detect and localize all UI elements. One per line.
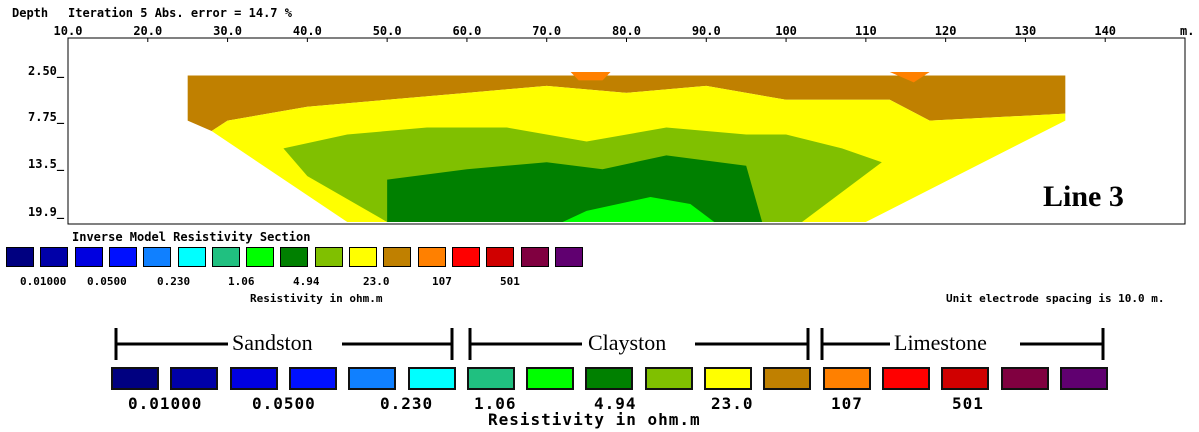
legend-value: 0.0500: [87, 275, 127, 288]
y-tick-label: 19.9_: [28, 205, 65, 219]
x-axis-unit: m.: [1180, 24, 1195, 38]
legend-swatch-large: [348, 367, 397, 390]
legend-swatch: [349, 247, 377, 267]
legend-swatch: [486, 247, 515, 267]
legend-value-large: 23.0: [711, 394, 754, 413]
legend-swatch: [520, 247, 549, 267]
x-tick-label: 120: [934, 24, 957, 38]
legend-value: 107: [432, 275, 452, 288]
legend-value: 501: [500, 275, 520, 288]
resistivity-patch: [889, 72, 930, 83]
x-tick-label: 140: [1094, 24, 1117, 38]
x-tick-label: 110: [855, 24, 877, 38]
legend-swatch: [314, 247, 343, 267]
x-tick-label: 40.0: [292, 24, 322, 38]
legend-swatch-large: [822, 367, 871, 390]
legend-bottom-unit: Resistivity in ohm.m: [488, 410, 701, 429]
x-tick-label: 80.0: [612, 24, 641, 38]
x-tick-label: 130: [1014, 24, 1037, 38]
group-label-limestone: Limestone: [894, 330, 987, 355]
x-tick-label: 50.0: [372, 24, 402, 38]
legend-swatch-large: [466, 367, 515, 390]
legend-title: Inverse Model Resistivity Section: [72, 230, 311, 244]
legend-swatch: [280, 247, 309, 267]
legend-swatch-large: [763, 367, 812, 390]
legend-value-large: 0.0500: [252, 394, 316, 413]
legend-swatch: [451, 247, 480, 267]
x-tick-label: 60.0: [452, 24, 482, 38]
legend-value: 0.230: [157, 275, 191, 288]
legend-swatch: [6, 247, 34, 267]
legend-swatch: [417, 247, 446, 267]
depth-label: Depth: [12, 6, 49, 20]
resistivity-patch: [570, 72, 611, 81]
legend-swatch-large: [229, 367, 278, 390]
x-tick-label: 100: [775, 24, 797, 38]
legend-top-unit: Resistivity in ohm.m: [250, 292, 383, 305]
legend-swatch: [177, 247, 206, 267]
legend-swatch-large: [881, 367, 930, 390]
legend-swatch-large: [585, 367, 634, 390]
legend-value: 0.01000: [20, 275, 67, 288]
resistivity-band: [187, 75, 1066, 132]
y-tick-label: 7.75_: [28, 110, 65, 124]
y-tick-label: 2.50_: [28, 64, 65, 78]
spacing-note: Unit electrode spacing is 10.0 m.: [946, 292, 1165, 305]
legend-swatch: [211, 247, 240, 267]
legend-swatch-large: [644, 367, 693, 390]
legend-swatch-large: [941, 367, 990, 390]
legend-swatch: [143, 247, 172, 267]
legend-value: 4.94: [293, 275, 320, 288]
legend-swatch: [383, 247, 412, 267]
legend-swatch-large: [288, 367, 337, 390]
legend-value-large: 501: [952, 394, 984, 413]
legend-swatch-large: [1000, 367, 1049, 390]
legend-swatch-large: [704, 367, 752, 390]
group-label-sandstone: Sandston: [232, 330, 313, 355]
legend-swatch: [554, 247, 583, 267]
legend-value-large: 0.01000: [128, 394, 203, 413]
x-tick-label: 10.0: [53, 24, 83, 38]
x-tick-label: 70.0: [532, 24, 562, 38]
legend-swatch-large: [170, 367, 219, 390]
legend-swatch: [108, 247, 137, 267]
legend-swatch: [74, 247, 103, 267]
iteration-label: Iteration 5 Abs. error = 14.7 %: [68, 6, 292, 20]
legend-value-large: 0.230: [380, 394, 434, 413]
legend-value-large: 4.94: [594, 394, 637, 413]
x-tick-label: 20.0: [133, 24, 163, 38]
resistivity-band: [562, 197, 715, 222]
legend-swatch-large: [407, 367, 456, 390]
legend-value: 1.06: [228, 275, 255, 288]
x-tick-label: 30.0: [213, 24, 243, 38]
legend-swatch: [246, 247, 275, 267]
x-tick-label: 90.0: [691, 24, 721, 38]
line-annotation: Line 3: [1043, 180, 1124, 213]
y-tick-label: 13.5_: [28, 157, 65, 171]
legend-value-large: 107: [831, 394, 863, 413]
legend-swatch-large: [1059, 367, 1108, 390]
legend-value: 23.0: [363, 275, 390, 288]
group-brackets: [114, 328, 1105, 360]
legend-swatch-large: [526, 367, 575, 390]
legend-value-large: 1.06: [474, 394, 517, 413]
legend-swatch-large: [111, 367, 159, 390]
group-label-claystone: Clayston: [588, 330, 667, 355]
legend-swatch: [40, 247, 69, 267]
